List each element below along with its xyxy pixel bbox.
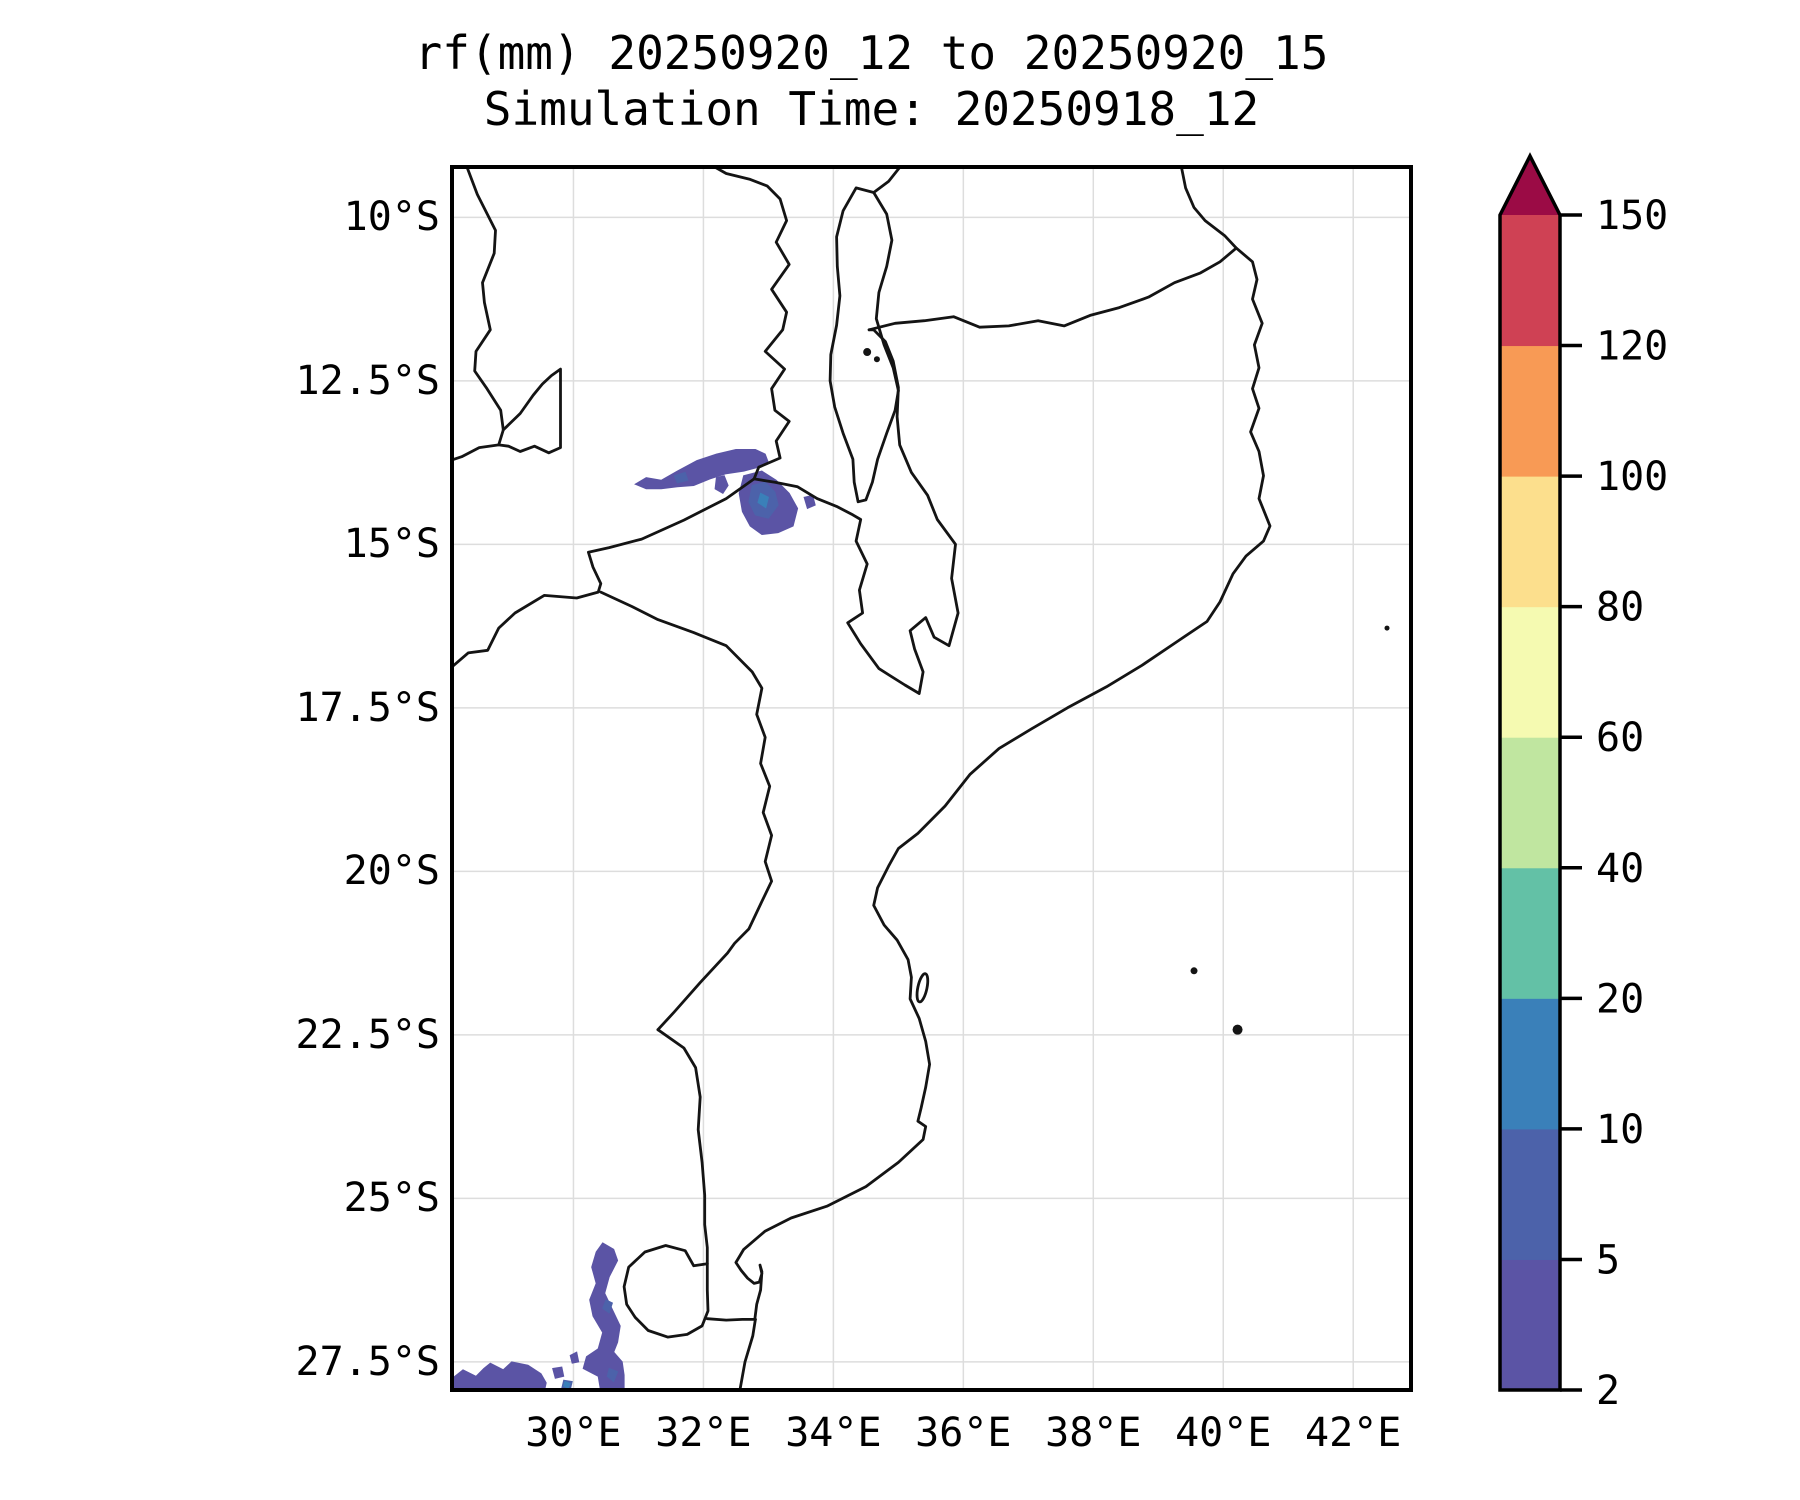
lat-tick-label: 27.5°S — [295, 1338, 441, 1385]
colorbar-tick-label: 60 — [1596, 715, 1644, 761]
lon-tick-label: 40°E — [1175, 1410, 1272, 1456]
mozambique-southafrica-south-border — [705, 1317, 757, 1322]
lon-tick-label: 32°E — [655, 1410, 752, 1456]
drc-pedicle-border — [497, 367, 562, 455]
rain-patch-5-10 — [606, 1367, 619, 1383]
chizumulu-island-dot — [873, 356, 880, 363]
lon-tick-label: 42°E — [1305, 1410, 1402, 1456]
colorbar-segment-20-40 — [1500, 867, 1560, 999]
colorbar-tick-label: 10 — [1596, 1107, 1644, 1153]
colorbar-segment-80-100 — [1500, 476, 1560, 608]
colorbar: 2 5 10 20 40 60 80 100 120 150 — [1498, 152, 1668, 1414]
coastline — [734, 165, 1272, 1321]
rainfall-contours — [450, 449, 816, 1392]
tanzania-malawi-border — [872, 165, 903, 194]
zambia-malawi-border — [709, 165, 791, 481]
map-frame — [450, 165, 1413, 1392]
figure-title: rf(mm) 20250920_12 to 20250920_15 — [414, 26, 1329, 80]
colorbar-segment-100-120 — [1500, 345, 1560, 477]
southafrica-mozambique-border — [656, 1028, 709, 1266]
colorbar-segment-120-150 — [1500, 215, 1560, 347]
colorbar-over-arrow — [1500, 156, 1560, 215]
lat-tick-label: 25°S — [343, 1175, 440, 1222]
colorbar-segment-2-5 — [1500, 1259, 1560, 1391]
juan-de-nova-dot — [1384, 625, 1390, 631]
colorbar-tick-label: 5 — [1596, 1237, 1620, 1283]
rain-patch-2-5 — [803, 494, 816, 510]
lat-tick-label: 12.5°S — [295, 357, 441, 404]
lon-tick-label: 38°E — [1045, 1410, 1142, 1456]
lat-tick-label: 20°S — [343, 848, 440, 895]
rain-patch-10-20 — [757, 492, 769, 509]
colorbar-tick-label: 150 — [1596, 193, 1668, 239]
colorbar-segment-60-80 — [1500, 606, 1560, 738]
rain-patch-2-5 — [582, 1242, 625, 1392]
lat-tick-label: 15°S — [343, 521, 440, 568]
lat-tick-label: 17.5°S — [295, 684, 441, 731]
zimbabwe-mozambique-border — [599, 590, 773, 1032]
rain-patch-2-5 — [450, 1361, 547, 1392]
mozambique-zambia-zambezi-border — [450, 477, 756, 670]
bazaruto-island-outline — [915, 972, 930, 1004]
rain-patch-5-10 — [602, 1299, 614, 1314]
lat-tick-label: 22.5°S — [295, 1011, 441, 1058]
country-borders — [450, 165, 1272, 1392]
eswatini-border — [622, 1244, 710, 1339]
lat-tick-label: 10°S — [343, 194, 440, 241]
figure-subtitle: Simulation Time: 20250918_12 — [483, 82, 1260, 136]
colorbar-segment-10-20 — [1500, 998, 1560, 1130]
likoma-island-dot — [863, 348, 872, 357]
lon-tick-label: 34°E — [785, 1410, 882, 1456]
colorbar-tick-label: 20 — [1596, 976, 1644, 1022]
malawi-mozambique-border — [752, 328, 960, 695]
colorbar-tick-label: 100 — [1596, 454, 1668, 500]
rain-patch-2-5 — [714, 475, 729, 494]
colorbar-segment-40-60 — [1500, 737, 1560, 869]
colorbar-tick-label: 120 — [1596, 324, 1668, 370]
lon-tick-label: 30°E — [525, 1410, 622, 1456]
rain-patch-2-5 — [552, 1366, 565, 1379]
bassas-da-india-dot — [1190, 967, 1198, 975]
colorbar-tick-label: 80 — [1596, 585, 1644, 631]
lon-tick-label: 36°E — [915, 1410, 1012, 1456]
rain-patch-5-10 — [673, 471, 689, 484]
colorbar-segment-5-10 — [1500, 1128, 1560, 1260]
colorbar-tick-label: 40 — [1596, 846, 1644, 892]
drc-zambia-border — [450, 165, 505, 462]
southafrica-coastline — [738, 1318, 757, 1392]
colorbar-ticks: 2 5 10 20 40 60 80 100 120 150 — [1560, 193, 1668, 1414]
rain-patch-2-5 — [569, 1351, 580, 1364]
colorbar-outline — [1498, 152, 1562, 1392]
europa-island-dot — [1232, 1024, 1243, 1035]
lake-malawi-shore — [828, 186, 900, 504]
tanzania-mozambique-ruvuma-border — [867, 246, 1238, 332]
colorbar-tick-label: 2 — [1596, 1368, 1620, 1414]
grid-lines — [450, 165, 1413, 1392]
map-canvas — [450, 165, 1413, 1392]
colorbar-segments — [1500, 215, 1560, 1391]
